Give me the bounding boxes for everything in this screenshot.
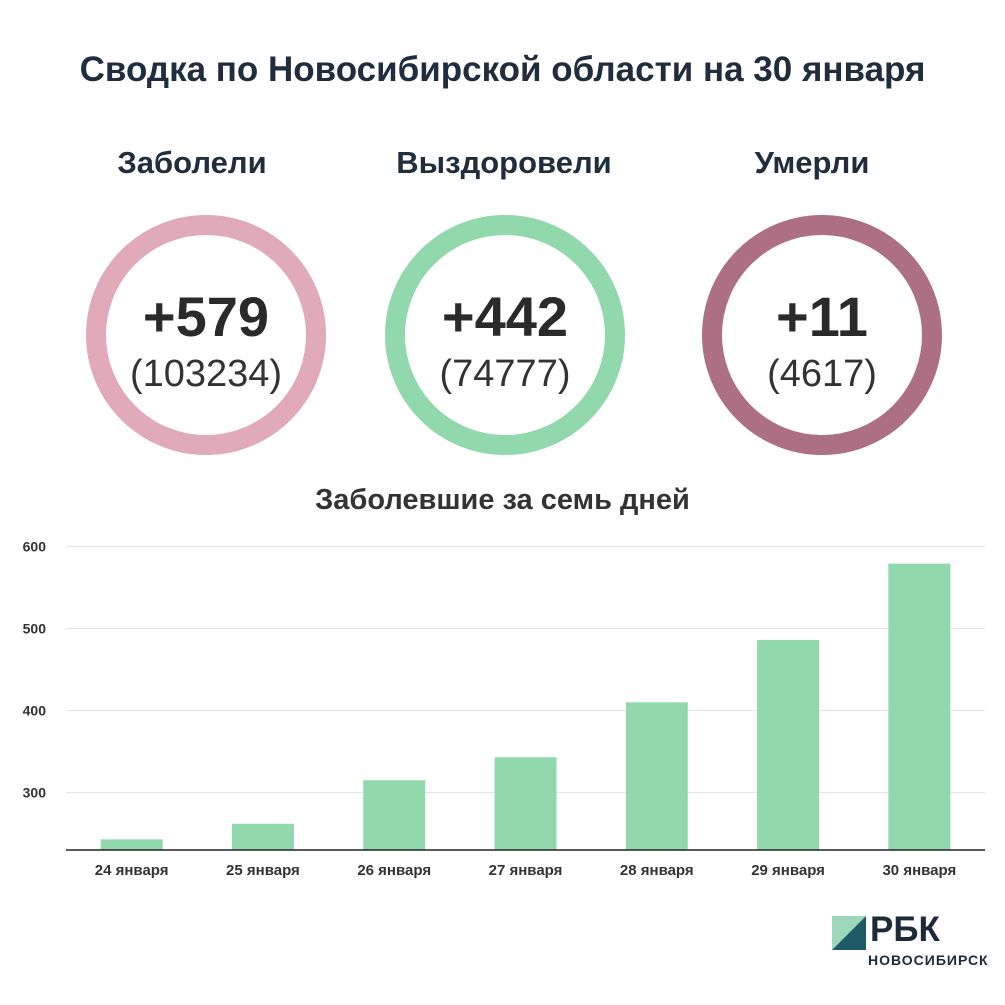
- y-tick-label: 600: [23, 538, 47, 554]
- recovered-daily-value: +442: [441, 285, 569, 348]
- rbc-logo-text: РБК: [870, 910, 940, 949]
- stat-label-recovered: Выздоровели: [396, 145, 612, 180]
- x-tick-label: 24 января: [95, 862, 169, 879]
- page-title: Сводка по Новосибирской области на 30 ян…: [79, 50, 926, 89]
- rbc-logo: РБК НОВОСИБИРСК: [832, 912, 997, 972]
- bar: [363, 780, 426, 850]
- stat-label-infected: Заболели: [117, 145, 267, 180]
- chart-title: Заболевшие за семь дней: [315, 484, 690, 516]
- x-tick-label: 29 января: [751, 862, 825, 879]
- x-tick-label: 26 января: [357, 862, 431, 879]
- bar: [494, 757, 557, 850]
- bar: [231, 823, 294, 850]
- x-tick-label: 30 января: [882, 862, 956, 879]
- ring-died: +11 (4617): [702, 215, 942, 455]
- ring-recovered: +442 (74777): [385, 215, 625, 455]
- bar: [625, 702, 688, 850]
- bar: [100, 839, 163, 850]
- x-tick-label: 25 января: [226, 862, 300, 879]
- y-tick-label: 300: [23, 785, 47, 801]
- died-daily-value: +11: [776, 285, 868, 348]
- stat-label-died: Умерли: [754, 145, 870, 180]
- x-tick-label: 28 января: [620, 862, 694, 879]
- bar: [888, 563, 951, 850]
- bar: [757, 639, 820, 850]
- infected-total-value: (103234): [129, 353, 283, 395]
- infected-daily-value: +579: [142, 285, 270, 348]
- y-tick-label: 500: [23, 620, 47, 636]
- bar-chart: 300 400 500 600 24 января 25 января 26 января 2…: [23, 538, 985, 879]
- died-total-value: (4617): [767, 353, 877, 395]
- rbc-logo-subtext: НОВОСИБИРСК: [868, 952, 989, 968]
- x-tick-label: 27 января: [489, 862, 563, 879]
- rbc-logo-icon: [832, 916, 866, 950]
- recovered-total-value: (74777): [439, 353, 571, 395]
- y-tick-label: 400: [23, 703, 47, 719]
- ring-infected: +579 (103234): [86, 215, 326, 455]
